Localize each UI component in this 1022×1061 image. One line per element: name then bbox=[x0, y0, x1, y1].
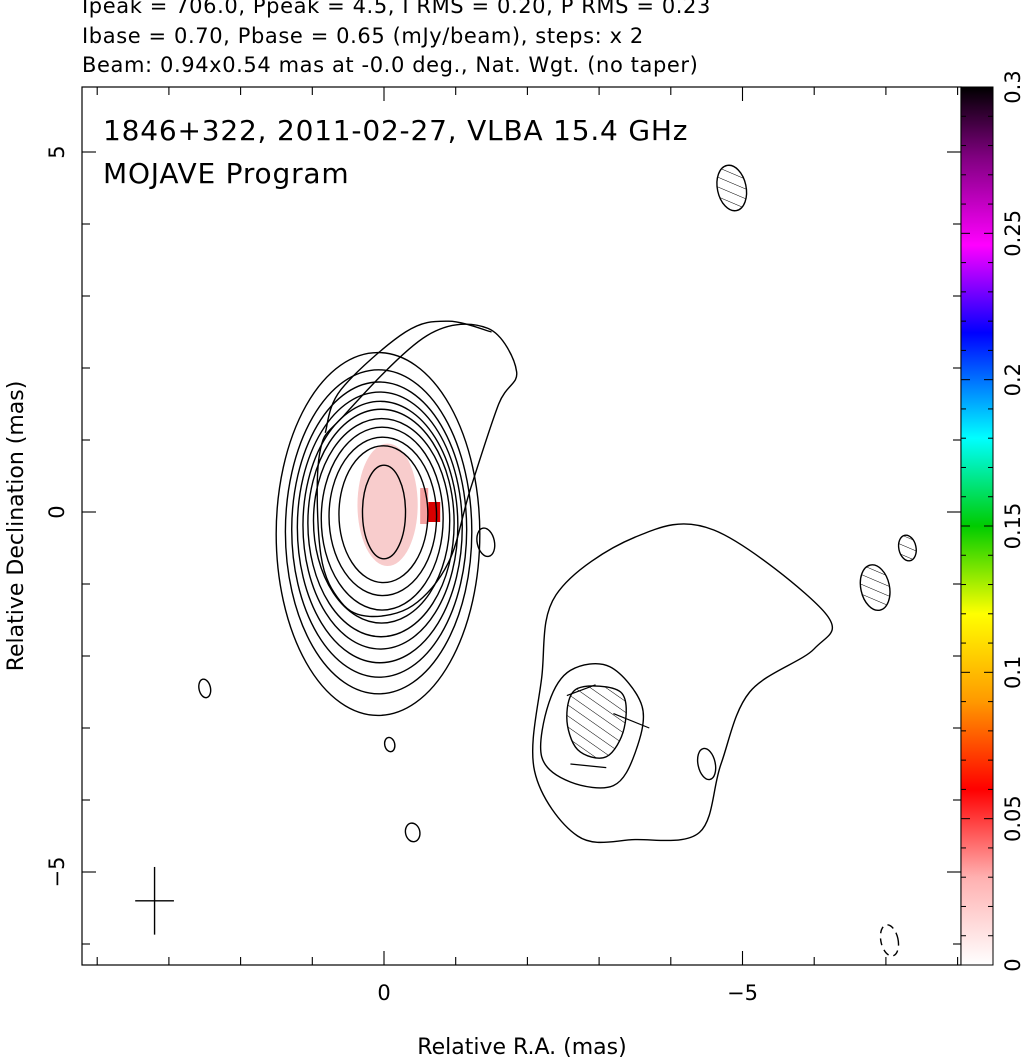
island-contour-4 bbox=[383, 736, 396, 753]
secondary-contour-1 bbox=[539, 663, 645, 789]
plot-subtitle: MOJAVE Program bbox=[103, 157, 349, 190]
secondary-contour-2 bbox=[566, 685, 627, 759]
island-contour-1 bbox=[476, 527, 496, 558]
outer-contour-2 bbox=[324, 320, 492, 434]
polarization-peak bbox=[357, 443, 418, 566]
island-contour-7 bbox=[859, 564, 891, 612]
evpa-vector-3 bbox=[570, 763, 607, 769]
evpa-vector-2 bbox=[613, 713, 650, 729]
island-contour-5 bbox=[404, 822, 421, 843]
colorbar-ticks bbox=[961, 86, 993, 966]
y-axis-title: Relative Declination (mas) bbox=[4, 381, 29, 672]
core-contour-1 bbox=[361, 464, 407, 560]
header-line-1: Ipeak = 706.0, Ppeak = 4.5, I RMS = 0.20… bbox=[82, 0, 711, 18]
core-contour-10 bbox=[284, 369, 473, 695]
colorbar-label-5: 0.2 bbox=[1001, 363, 1022, 396]
colorbar-label-1: 0 bbox=[1001, 958, 1022, 971]
outer-contour-1 bbox=[316, 323, 518, 618]
evpa-vector-1 bbox=[566, 684, 596, 697]
island-contour-3 bbox=[198, 678, 212, 699]
plot-title: 1846+322, 2011-02-27, VLBA 15.4 GHz bbox=[103, 114, 688, 147]
core-contour-9 bbox=[291, 381, 468, 678]
island-contour-6 bbox=[716, 164, 748, 212]
y-tick-label-1: 5 bbox=[45, 145, 69, 158]
y-tick-label-3: −5 bbox=[45, 857, 69, 888]
core-contour-8 bbox=[296, 391, 463, 664]
colorbar-label-3: 0.1 bbox=[1001, 656, 1022, 689]
colorbar-label-6: 0.25 bbox=[1001, 210, 1022, 257]
polarization-hotspot bbox=[428, 502, 441, 522]
core-contour-3 bbox=[328, 436, 438, 597]
core-contour-7 bbox=[302, 400, 459, 650]
colorbar-label-4: 0.15 bbox=[1001, 503, 1022, 550]
x-axis-title: Relative R.A. (mas) bbox=[417, 1035, 626, 1060]
header-line-2: Ibase = 0.70, Pbase = 0.65 (mJy/beam), s… bbox=[82, 24, 644, 48]
island-contour-8 bbox=[897, 534, 917, 562]
island-contour-9 bbox=[879, 924, 900, 957]
header-line-3: Beam: 0.94x0.54 mas at -0.0 deg., Nat. W… bbox=[82, 53, 699, 77]
plot-frame bbox=[81, 86, 962, 966]
colorbar-label-2: 0.05 bbox=[1001, 795, 1022, 842]
outer-contour-3 bbox=[531, 523, 833, 844]
y-tick-label-2: 0 bbox=[45, 505, 69, 518]
colorbar-label-7: 0.3 bbox=[1001, 70, 1022, 103]
island-contour-2 bbox=[696, 747, 717, 781]
x-tick-label-2: −5 bbox=[727, 981, 758, 1005]
core-contour-6 bbox=[307, 408, 455, 638]
axis-ticks bbox=[82, 87, 961, 965]
core-contour-5 bbox=[312, 417, 451, 624]
core-contour-2 bbox=[338, 445, 429, 584]
polarization-patch bbox=[420, 488, 429, 524]
core-contour-4 bbox=[320, 426, 444, 611]
x-tick-label-1: 0 bbox=[377, 981, 390, 1005]
